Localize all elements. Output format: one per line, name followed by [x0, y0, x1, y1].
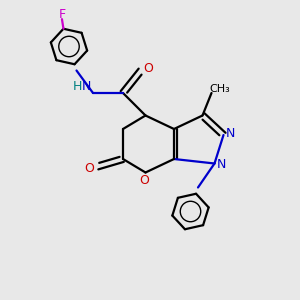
- Text: N: N: [225, 127, 235, 140]
- Text: N: N: [82, 80, 91, 93]
- Text: N: N: [216, 158, 226, 172]
- Text: O: O: [139, 174, 149, 188]
- Text: O: O: [84, 161, 94, 175]
- Text: CH₃: CH₃: [209, 84, 230, 94]
- Text: H: H: [73, 80, 82, 93]
- Text: O: O: [144, 62, 153, 76]
- Text: F: F: [58, 8, 65, 21]
